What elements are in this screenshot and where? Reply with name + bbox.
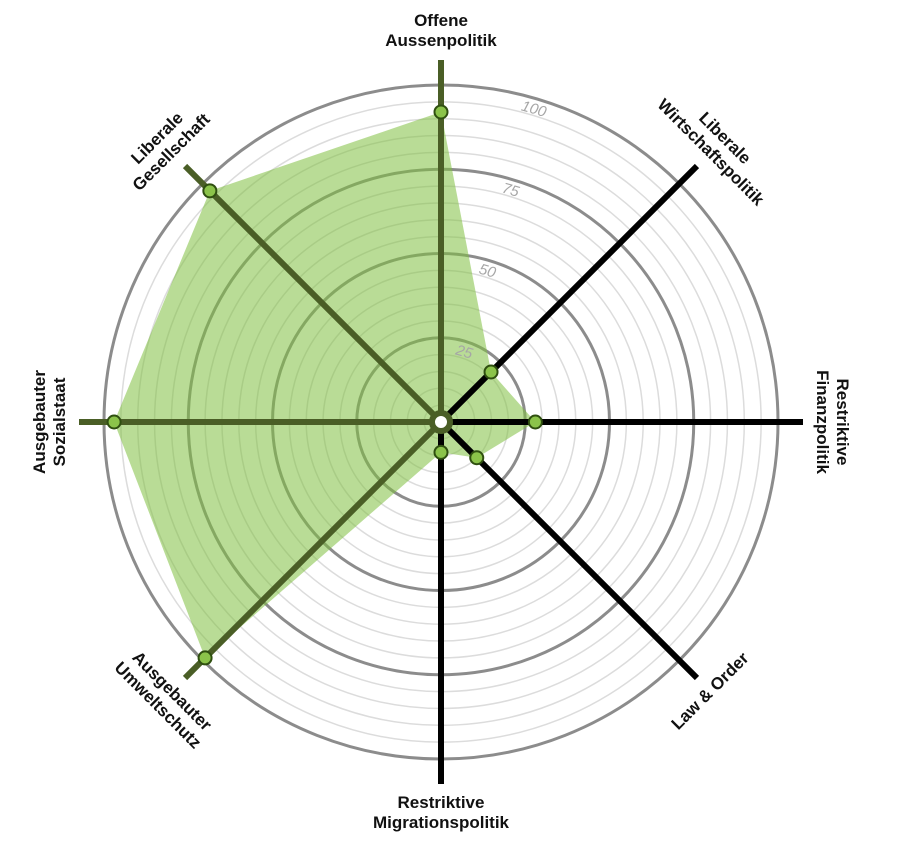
axis-label: Sozialstaat bbox=[50, 377, 69, 466]
data-point bbox=[469, 450, 485, 466]
data-point bbox=[483, 364, 499, 380]
center-mark bbox=[429, 410, 453, 434]
axis-line bbox=[438, 163, 700, 425]
axis-label: Restriktive bbox=[398, 793, 485, 812]
data-area bbox=[114, 111, 536, 658]
axis-line bbox=[438, 419, 700, 681]
axis-label: Restriktive bbox=[833, 379, 852, 466]
data-points bbox=[106, 104, 543, 666]
axis-line bbox=[182, 163, 444, 425]
tick-label: 75 bbox=[500, 180, 521, 201]
axis-label: Offene bbox=[414, 11, 468, 30]
center-circle bbox=[429, 410, 453, 434]
tick-labels: 25 50 75 100 bbox=[453, 98, 549, 363]
tick-label: 100 bbox=[519, 98, 548, 121]
tick-label: 25 bbox=[453, 341, 475, 362]
axis-line bbox=[182, 419, 444, 681]
axis-label-group: Ausgebauter Sozialstaat bbox=[30, 370, 69, 474]
axis-label: Aussenpolitik bbox=[385, 31, 497, 50]
axis-label: Migrationspolitik bbox=[373, 813, 510, 832]
data-point bbox=[433, 444, 449, 460]
data-point bbox=[106, 414, 122, 430]
data-point bbox=[202, 183, 218, 199]
axis-label: Finanzpolitik bbox=[813, 370, 832, 474]
tick-label: 50 bbox=[477, 261, 498, 282]
axis-label: Ausgebauter bbox=[30, 370, 49, 474]
data-point bbox=[197, 650, 213, 666]
axes bbox=[79, 60, 803, 784]
data-point bbox=[527, 414, 543, 430]
data-point bbox=[433, 104, 449, 120]
